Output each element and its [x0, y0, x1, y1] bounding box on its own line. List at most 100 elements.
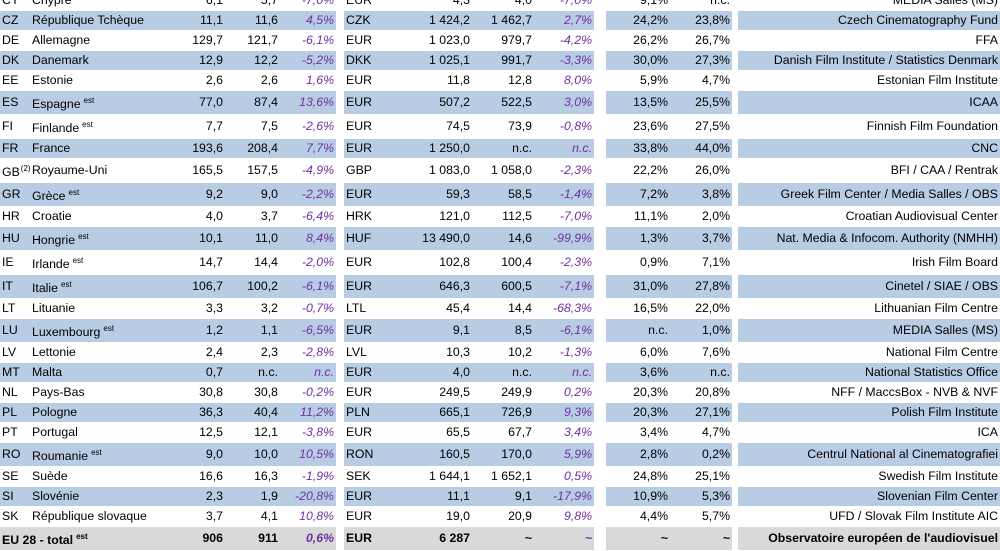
- admissions-change: 13,6%: [299, 95, 334, 109]
- admissions-current: 2,3: [260, 345, 278, 359]
- box-office-prev-cell: 1 025,1: [392, 50, 472, 71]
- currency-cell: EUR: [344, 382, 392, 403]
- box-office-prev-cell: 19,0: [392, 506, 472, 527]
- box-office-current: 73,9: [508, 119, 532, 133]
- admissions-current-cell: 1,9: [225, 486, 280, 507]
- data-source-cell: Slovenian Film Center: [738, 486, 1000, 507]
- box-office-current: ~: [524, 531, 532, 545]
- box-office-change-cell: 9,3%: [534, 402, 594, 423]
- table-row: GR Grèce est 9,2 9,0 -2,2% EUR 59,3 58,5 -1,4% 7,2…: [0, 182, 1000, 207]
- country-code: FR: [2, 141, 19, 155]
- data-source-cell: ICA: [738, 422, 1000, 443]
- admissions-prev-cell: 12,5: [163, 422, 225, 443]
- box-office-current-cell: 58,5: [472, 182, 534, 207]
- box-office-current-cell: 522,5: [472, 90, 534, 115]
- admissions-current: 7,5: [260, 119, 278, 133]
- admissions-prev: 3,7: [205, 509, 223, 523]
- admissions-current: 911: [258, 531, 278, 545]
- admissions-change-cell: -6,1%: [280, 274, 336, 299]
- admissions-prev: 906: [202, 531, 223, 545]
- country-name-cell: Estonie: [30, 70, 163, 91]
- national-share-current-cell: 26,0%: [670, 158, 732, 183]
- admissions-current: 100,2: [247, 279, 278, 293]
- estimate-marker: est: [68, 188, 80, 197]
- column-gap-cell: [732, 10, 738, 31]
- data-source-cell: MEDIA Salles (MS): [738, 318, 1000, 343]
- box-office-change-cell: 0,2%: [534, 382, 594, 403]
- box-office-change: 5,9%: [563, 447, 592, 461]
- box-office-change-cell: -3,3%: [534, 50, 594, 71]
- admissions-prev: 2,4: [205, 345, 223, 359]
- data-source: BFI / CAA / Rentrak: [890, 163, 998, 177]
- national-share-prev: 5,9%: [639, 73, 668, 87]
- admissions-current-cell: n.c.: [225, 362, 280, 383]
- country-name-cell: Pologne: [30, 402, 163, 423]
- table-row: NL Pays-Bas 30,8 30,8 -0,2% EUR 249,5 249,9 0,2%…: [0, 382, 1000, 403]
- box-office-change-cell: 3,4%: [534, 422, 594, 443]
- table-row: HU Hongrie est 10,1 11,0 8,4% HUF 13 490,0 14,6 -…: [0, 226, 1000, 251]
- box-office-change-cell: -4,2%: [534, 30, 594, 51]
- currency: EUR: [346, 119, 372, 133]
- box-office-current: 726,9: [501, 405, 532, 419]
- country-name: Italie: [32, 281, 58, 295]
- national-share-prev: 13,5%: [633, 95, 668, 109]
- admissions-current-cell: 5,7: [225, 0, 280, 11]
- box-office-change-cell: 2,7%: [534, 10, 594, 31]
- admissions-current-cell: 11,0: [225, 226, 280, 251]
- currency: EUR: [346, 0, 372, 7]
- country-code: LT: [2, 301, 16, 315]
- column-gap-cell: [336, 486, 344, 507]
- admissions-change-cell: -20,8%: [280, 486, 336, 507]
- column-gap-cell: [594, 318, 606, 343]
- admissions-current-cell: 12,2: [225, 50, 280, 71]
- national-share-current: 23,8%: [695, 13, 730, 27]
- admissions-prev: 14,7: [199, 255, 223, 269]
- column-gap-cell: [336, 138, 344, 159]
- column-gap-cell: [594, 114, 606, 139]
- currency: EUR: [346, 531, 372, 545]
- column-gap-cell: [732, 114, 738, 139]
- box-office-current: 14,6: [508, 231, 532, 245]
- currency: HUF: [346, 231, 372, 245]
- data-source: ICAA: [969, 95, 998, 109]
- currency-cell: EUR: [344, 90, 392, 115]
- national-share-prev-cell: 6,0%: [606, 342, 670, 363]
- country-name-cell: Pays-Bas: [30, 382, 163, 403]
- box-office-change-cell: -6,1%: [534, 318, 594, 343]
- data-source: Cinetel / SIAE / OBS: [885, 279, 998, 293]
- box-office-prev-cell: 249,5: [392, 382, 472, 403]
- national-share-current-cell: 2,0%: [670, 206, 732, 227]
- box-office-change: -3,3%: [559, 53, 592, 67]
- admissions-prev-cell: 1,2: [163, 318, 225, 343]
- column-gap-cell: [594, 362, 606, 383]
- currency: EUR: [346, 489, 372, 503]
- box-office-change: -2,3%: [559, 255, 592, 269]
- box-office-prev: 507,2: [439, 95, 470, 109]
- column-gap-cell: [336, 226, 344, 251]
- admissions-prev: 6,1: [205, 0, 223, 7]
- box-office-change-cell: -7,0%: [534, 206, 594, 227]
- box-office-current-cell: n.c.: [472, 362, 534, 383]
- admissions-current-cell: 30,8: [225, 382, 280, 403]
- admissions-change-cell: -6,1%: [280, 30, 336, 51]
- table-row: IT Italie est 106,7 100,2 -6,1% EUR 646,3 600,5 -…: [0, 274, 1000, 299]
- admissions-prev: 12,9: [199, 53, 223, 67]
- box-office-current-cell: ~: [472, 526, 534, 551]
- column-gap-cell: [336, 422, 344, 443]
- currency: PLN: [346, 405, 370, 419]
- national-share-prev-cell: 3,6%: [606, 362, 670, 383]
- admissions-change: 8,4%: [305, 231, 334, 245]
- admissions-change: -2,8%: [301, 345, 334, 359]
- column-gap-cell: [594, 526, 606, 551]
- column-gap-cell: [594, 382, 606, 403]
- admissions-change-cell: 13,6%: [280, 90, 336, 115]
- admissions-prev: 193,6: [192, 141, 223, 155]
- admissions-current-cell: 100,2: [225, 274, 280, 299]
- national-share-prev-cell: 11,1%: [606, 206, 670, 227]
- country-code-cell: RO: [0, 442, 30, 467]
- country-name-cell: Royaume-Uni: [30, 158, 163, 183]
- currency-cell: HRK: [344, 206, 392, 227]
- box-office-current-cell: 726,9: [472, 402, 534, 423]
- data-source-cell: National Film Centre: [738, 342, 1000, 363]
